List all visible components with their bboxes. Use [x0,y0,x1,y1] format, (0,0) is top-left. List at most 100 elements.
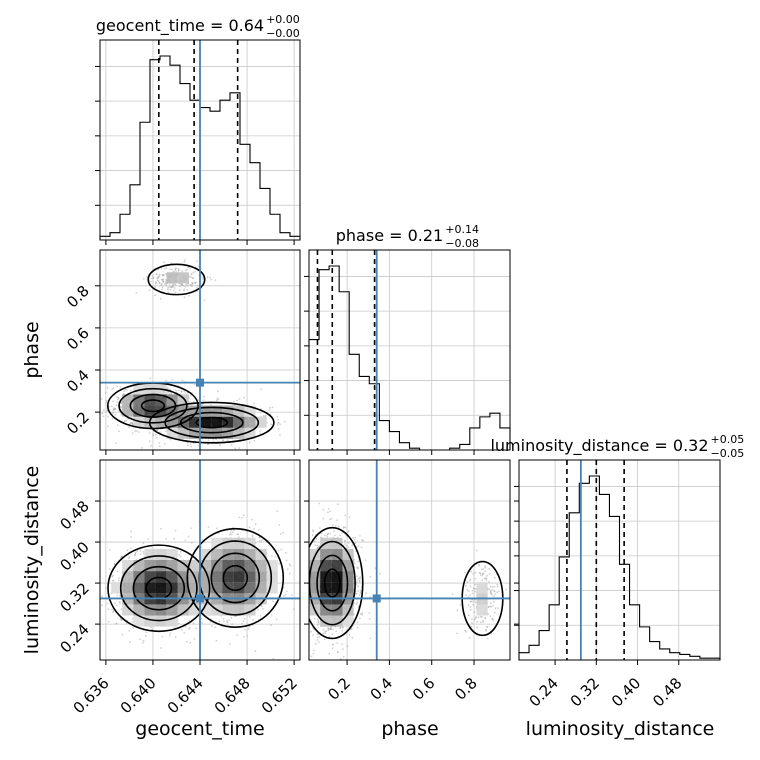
scatter-point [183,261,186,263]
scatter-point [172,270,175,273]
scatter-point [121,555,123,558]
scatter-point [158,282,161,285]
scatter-point [473,618,476,620]
scatter-point [275,618,278,621]
scatter-point [305,553,307,555]
x-tick-label-geocent_time: 0.648 [211,674,254,717]
scatter-point [331,643,334,646]
scatter-point [359,589,362,592]
density-cell [144,615,156,627]
scatter-point [316,544,318,547]
scatter-point [237,536,240,539]
scatter-point [173,283,176,285]
scatter-point [150,444,153,447]
scatter-point [486,574,488,577]
density-cell [342,604,354,616]
scatter-point [274,555,276,558]
scatter-point [180,390,183,393]
scatter-point [203,299,206,302]
scatter-point [193,383,196,386]
scatter-point [192,271,195,274]
x-tick-label-phase: 0.2 [324,674,354,704]
scatter-point [116,570,119,573]
scatter-point [337,651,339,653]
scatter-point [177,269,180,271]
scatter-point [357,567,360,570]
scatter-point [223,620,225,623]
scatter-point [141,641,144,644]
scatter-point [359,613,362,615]
scatter-point [230,444,233,446]
scatter-point [289,572,291,575]
density-cell [222,405,234,417]
scatter-point [355,603,358,606]
scatter-point [226,621,229,624]
scatter-point [111,575,114,578]
scatter-point [272,657,275,660]
scatter-point [114,408,117,410]
scatter-point [171,284,174,286]
scatter-point [183,259,186,262]
scatter-point [316,633,319,635]
scatter-point [207,526,210,528]
scatter-point [160,527,162,530]
scatter-point [368,612,371,614]
scatter-point [477,564,480,566]
scatter-point [289,564,292,567]
scatter-point [117,398,119,401]
scatter-point [112,409,115,412]
scatter-point [329,628,332,631]
density-cell [244,416,256,428]
x-tick-label-geocent_time: 0.636 [70,674,113,717]
contour-level-3 [140,399,166,413]
scatter-point [251,451,253,453]
scatter-point [253,528,255,530]
density-cell [211,548,223,560]
scatter-point [341,643,343,646]
scatter-point [217,532,220,535]
scatter-point [316,636,319,638]
scatter-point [303,562,305,564]
contour-level-3 [323,568,341,598]
scatter-point [251,534,254,536]
scatter-point [164,443,166,445]
scatter-point [306,584,308,586]
scatter-point [139,549,142,552]
scatter-point [285,590,288,593]
scatter-point [183,296,186,299]
scatter-point [161,274,164,277]
scatter-point [285,559,288,562]
density-cell [309,560,321,572]
scatter-point [197,439,200,441]
scatter-point [316,639,319,641]
scatter-point [230,617,233,619]
scatter-point [159,297,162,300]
scatter-point [178,289,181,292]
scatter-point [301,571,303,573]
scatter-point [238,398,241,400]
density-cell [200,560,212,572]
scatter-point [112,400,114,403]
density-cell [309,548,321,560]
density-cell [177,427,189,439]
scatter-point [291,604,293,606]
scatter-point [475,588,477,590]
scatter-point [181,284,184,287]
density-cell [233,537,245,549]
scatter-point [324,632,326,635]
scatter-point [152,434,155,437]
scatter-point [270,613,273,616]
scatter-point [356,579,359,581]
density-cell [166,615,178,627]
density-cell [233,582,245,594]
scatter-point [111,417,114,420]
scatter-point [305,538,307,540]
scatter-point [159,431,162,433]
x-tick-label-phase: 0.8 [451,674,481,704]
scatter-point [491,617,494,620]
scatter-point [152,277,155,279]
density-cell [255,582,267,594]
scatter-point [464,571,466,574]
contour-level-1 [118,387,188,424]
scatter-point [311,534,314,537]
